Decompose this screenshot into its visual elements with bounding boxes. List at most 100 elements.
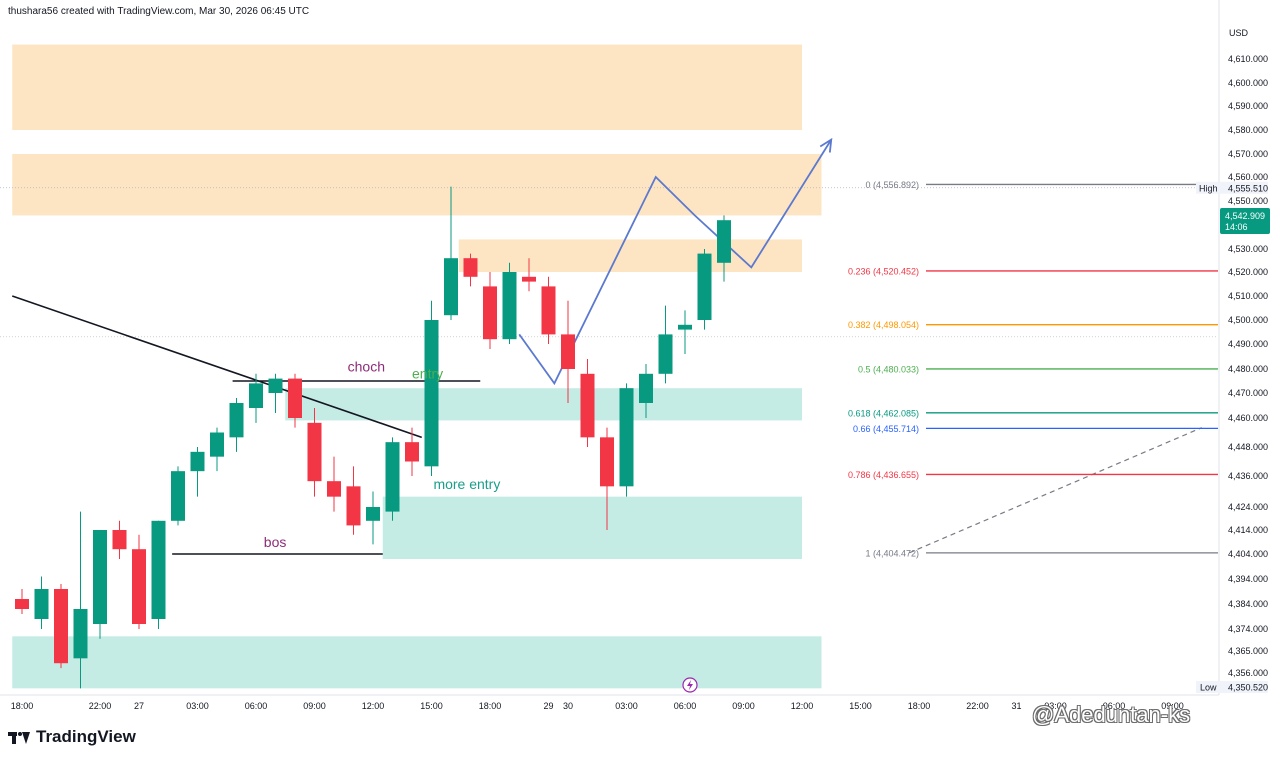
price-tick-label: 4,560.000 bbox=[1228, 172, 1268, 182]
price-tick-label: 4,448.000 bbox=[1228, 442, 1268, 452]
price-tick-label: 4,470.000 bbox=[1228, 388, 1268, 398]
tradingview-logo-icon bbox=[8, 730, 30, 744]
price-tick-label: 4,530.000 bbox=[1228, 244, 1268, 254]
low-value-label: 4,350.520 bbox=[1228, 683, 1268, 693]
candle bbox=[405, 442, 419, 462]
demand-zone bbox=[285, 388, 802, 421]
low-tag bbox=[1196, 681, 1220, 693]
price-tick-label: 4,480.000 bbox=[1228, 364, 1268, 374]
chart-header: thushara56 created with TradingView.com,… bbox=[8, 6, 310, 17]
candle bbox=[483, 286, 497, 340]
price-tick-label: 4,500.000 bbox=[1228, 315, 1268, 325]
time-tick-label: 09:00 bbox=[303, 701, 326, 711]
high-tag bbox=[1196, 181, 1220, 194]
time-tick-label: 31 bbox=[1011, 701, 1021, 711]
candle bbox=[34, 589, 49, 619]
lightning-icon-bolt bbox=[687, 680, 693, 690]
time-tick-label: 12:00 bbox=[362, 701, 385, 711]
time-tick-label: 15:00 bbox=[849, 701, 872, 711]
annotation-label: entry bbox=[412, 366, 443, 382]
trendline bbox=[11, 295, 423, 439]
time-tick-label: 18:00 bbox=[479, 701, 502, 711]
candle bbox=[171, 471, 185, 521]
candle bbox=[463, 258, 478, 277]
time-tick-label: 03:00 bbox=[615, 701, 638, 711]
drawing-lines-layer bbox=[11, 137, 833, 555]
annotation-label: bos bbox=[264, 534, 287, 550]
fib-level-label: 0.236 (4,520.452) bbox=[848, 266, 919, 276]
currency-label: USD bbox=[1229, 28, 1249, 38]
candle bbox=[268, 378, 283, 393]
time-tick-label: 30 bbox=[563, 701, 573, 711]
supply-zone bbox=[458, 239, 802, 272]
candles-layer bbox=[15, 186, 731, 689]
time-tick-label: 18:00 bbox=[11, 701, 34, 711]
candle bbox=[678, 324, 692, 330]
candle bbox=[717, 220, 731, 263]
candle bbox=[54, 589, 68, 664]
candle bbox=[639, 373, 653, 403]
time-tick-label: 06:00 bbox=[674, 701, 697, 711]
candle bbox=[93, 530, 107, 624]
candle bbox=[366, 507, 380, 521]
candle bbox=[112, 530, 127, 550]
price-tick-label: 4,365.000 bbox=[1228, 646, 1268, 656]
tradingview-logo-text: TradingView bbox=[36, 727, 136, 746]
demand-zone bbox=[382, 496, 802, 559]
candle bbox=[307, 422, 322, 482]
candle bbox=[385, 442, 400, 512]
candle bbox=[288, 378, 302, 418]
time-tick-label: 29 bbox=[543, 701, 553, 711]
price-tick-label: 4,404.000 bbox=[1228, 549, 1268, 559]
tradingview-logo: TradingView bbox=[8, 727, 136, 747]
fib-dashed-trend bbox=[909, 427, 1202, 554]
price-tick-label: 4,580.000 bbox=[1228, 125, 1268, 135]
price-tick-label: 4,520.000 bbox=[1228, 267, 1268, 277]
projection-arrow-icon bbox=[819, 137, 833, 153]
low-tag-label: Low bbox=[1200, 683, 1217, 693]
price-tick-label: 4,356.000 bbox=[1228, 668, 1268, 678]
time-tick-label: 03:00 bbox=[186, 701, 209, 711]
price-tick-label: 4,510.000 bbox=[1228, 291, 1268, 301]
candle bbox=[210, 432, 224, 457]
price-tick-label: 4,610.000 bbox=[1228, 54, 1268, 64]
price-tick-label: 4,490.000 bbox=[1228, 339, 1268, 349]
countdown-label: 14:06 bbox=[1225, 222, 1248, 232]
time-tick-label: 22:00 bbox=[966, 701, 989, 711]
candle bbox=[502, 272, 517, 340]
price-tick-label: 4,414.000 bbox=[1228, 525, 1268, 535]
candle bbox=[132, 549, 146, 624]
time-tick-label: 27 bbox=[134, 701, 144, 711]
annotation-label: choch bbox=[348, 358, 385, 374]
candle bbox=[15, 599, 29, 609]
annotations-layer: choch entry more entry bos bbox=[264, 358, 698, 693]
price-tick-label: 4,384.000 bbox=[1228, 599, 1268, 609]
zones-layer bbox=[12, 44, 822, 689]
candle bbox=[346, 486, 361, 526]
candle bbox=[73, 609, 88, 659]
watermark-text: @Adeduntan-ks bbox=[1032, 702, 1191, 727]
time-axis[interactable]: 18:00 22:00 27 03:00 06:00 09:00 12:00 15:00 18:… bbox=[0, 694, 1219, 711]
fib-level-label: 1 (4,404.472) bbox=[865, 548, 919, 558]
candle bbox=[541, 286, 556, 335]
price-axis[interactable]: USD 4,356.000 4,365.000 4,374.000 4,384.000 4… bbox=[1196, 0, 1270, 695]
candle bbox=[424, 320, 439, 467]
grid-layer bbox=[0, 187, 1218, 338]
fib-level-label: 0.66 (4,455.714) bbox=[853, 424, 919, 434]
candle bbox=[561, 334, 575, 369]
supply-zone bbox=[12, 154, 822, 216]
price-tick-label: 4,374.000 bbox=[1228, 624, 1268, 634]
time-tick-label: 12:00 bbox=[791, 701, 814, 711]
price-tick-label: 4,590.000 bbox=[1228, 101, 1268, 111]
fib-level-label: 0 (4,556.892) bbox=[865, 180, 919, 190]
annotation-label: more entry bbox=[433, 476, 500, 492]
fib-level-label: 0.618 (4,462.085) bbox=[848, 408, 919, 418]
high-value-tag bbox=[1220, 181, 1268, 194]
fib-level-label: 0.786 (4,436.655) bbox=[848, 470, 919, 480]
high-value-label: 4,555.510 bbox=[1228, 183, 1268, 193]
candle bbox=[600, 437, 614, 487]
price-tick-label: 4,550.000 bbox=[1228, 196, 1268, 206]
candle bbox=[658, 334, 673, 374]
candle bbox=[249, 383, 263, 408]
